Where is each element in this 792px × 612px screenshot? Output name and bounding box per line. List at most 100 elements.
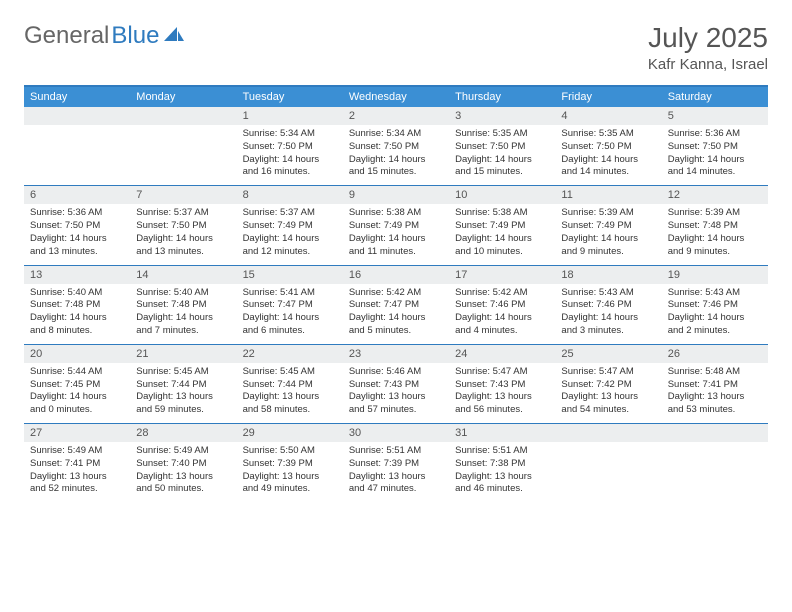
day-cell: 18Sunrise: 5:43 AMSunset: 7:46 PMDayligh… — [555, 266, 661, 344]
day-header: Sunday — [24, 87, 130, 107]
day-number: 29 — [237, 424, 343, 442]
day-content: Sunrise: 5:48 AMSunset: 7:41 PMDaylight:… — [662, 363, 768, 423]
day-content: Sunrise: 5:34 AMSunset: 7:50 PMDaylight:… — [237, 125, 343, 185]
day-cell: 6Sunrise: 5:36 AMSunset: 7:50 PMDaylight… — [24, 186, 130, 264]
day-content: Sunrise: 5:38 AMSunset: 7:49 PMDaylight:… — [343, 204, 449, 264]
day-number — [130, 107, 236, 125]
day-cell: 23Sunrise: 5:46 AMSunset: 7:43 PMDayligh… — [343, 345, 449, 423]
day-cell: 9Sunrise: 5:38 AMSunset: 7:49 PMDaylight… — [343, 186, 449, 264]
day-number: 19 — [662, 266, 768, 284]
day-content — [24, 125, 130, 183]
day-number: 11 — [555, 186, 661, 204]
day-content: Sunrise: 5:37 AMSunset: 7:50 PMDaylight:… — [130, 204, 236, 264]
day-cell: 20Sunrise: 5:44 AMSunset: 7:45 PMDayligh… — [24, 345, 130, 423]
day-content — [130, 125, 236, 183]
day-cell: 14Sunrise: 5:40 AMSunset: 7:48 PMDayligh… — [130, 266, 236, 344]
day-number: 21 — [130, 345, 236, 363]
week-row: 13Sunrise: 5:40 AMSunset: 7:48 PMDayligh… — [24, 265, 768, 344]
brand-logo: GeneralBlue — [24, 22, 185, 50]
day-cell — [555, 424, 661, 502]
day-content: Sunrise: 5:38 AMSunset: 7:49 PMDaylight:… — [449, 204, 555, 264]
day-cell: 21Sunrise: 5:45 AMSunset: 7:44 PMDayligh… — [130, 345, 236, 423]
brand-part2: Blue — [111, 22, 159, 50]
day-cell: 10Sunrise: 5:38 AMSunset: 7:49 PMDayligh… — [449, 186, 555, 264]
day-content: Sunrise: 5:42 AMSunset: 7:46 PMDaylight:… — [449, 284, 555, 344]
day-number: 22 — [237, 345, 343, 363]
day-number — [24, 107, 130, 125]
day-number — [555, 424, 661, 442]
day-header: Thursday — [449, 87, 555, 107]
day-cell — [130, 107, 236, 185]
week-row: 20Sunrise: 5:44 AMSunset: 7:45 PMDayligh… — [24, 344, 768, 423]
day-number: 16 — [343, 266, 449, 284]
day-header: Friday — [555, 87, 661, 107]
week-row: 6Sunrise: 5:36 AMSunset: 7:50 PMDaylight… — [24, 185, 768, 264]
day-cell: 26Sunrise: 5:48 AMSunset: 7:41 PMDayligh… — [662, 345, 768, 423]
day-content: Sunrise: 5:47 AMSunset: 7:42 PMDaylight:… — [555, 363, 661, 423]
page-title: July 2025 — [648, 22, 768, 54]
day-content: Sunrise: 5:40 AMSunset: 7:48 PMDaylight:… — [24, 284, 130, 344]
day-cell: 24Sunrise: 5:47 AMSunset: 7:43 PMDayligh… — [449, 345, 555, 423]
day-cell: 30Sunrise: 5:51 AMSunset: 7:39 PMDayligh… — [343, 424, 449, 502]
day-number: 10 — [449, 186, 555, 204]
day-cell: 2Sunrise: 5:34 AMSunset: 7:50 PMDaylight… — [343, 107, 449, 185]
day-cell: 3Sunrise: 5:35 AMSunset: 7:50 PMDaylight… — [449, 107, 555, 185]
header: GeneralBlue July 2025 Kafr Kanna, Israel — [24, 22, 768, 73]
day-content: Sunrise: 5:45 AMSunset: 7:44 PMDaylight:… — [237, 363, 343, 423]
day-number: 4 — [555, 107, 661, 125]
day-cell: 13Sunrise: 5:40 AMSunset: 7:48 PMDayligh… — [24, 266, 130, 344]
calendar: Sunday Monday Tuesday Wednesday Thursday… — [24, 85, 768, 502]
brand-sail-icon — [163, 22, 185, 50]
day-cell: 4Sunrise: 5:35 AMSunset: 7:50 PMDaylight… — [555, 107, 661, 185]
day-cell: 31Sunrise: 5:51 AMSunset: 7:38 PMDayligh… — [449, 424, 555, 502]
day-content: Sunrise: 5:36 AMSunset: 7:50 PMDaylight:… — [24, 204, 130, 264]
day-cell: 19Sunrise: 5:43 AMSunset: 7:46 PMDayligh… — [662, 266, 768, 344]
day-cell: 27Sunrise: 5:49 AMSunset: 7:41 PMDayligh… — [24, 424, 130, 502]
brand-part1: General — [24, 22, 109, 50]
day-number: 5 — [662, 107, 768, 125]
day-content: Sunrise: 5:43 AMSunset: 7:46 PMDaylight:… — [662, 284, 768, 344]
day-content: Sunrise: 5:43 AMSunset: 7:46 PMDaylight:… — [555, 284, 661, 344]
day-content: Sunrise: 5:46 AMSunset: 7:43 PMDaylight:… — [343, 363, 449, 423]
day-header-row: Sunday Monday Tuesday Wednesday Thursday… — [24, 87, 768, 107]
day-content: Sunrise: 5:49 AMSunset: 7:41 PMDaylight:… — [24, 442, 130, 502]
day-number: 27 — [24, 424, 130, 442]
day-content: Sunrise: 5:44 AMSunset: 7:45 PMDaylight:… — [24, 363, 130, 423]
day-number: 6 — [24, 186, 130, 204]
day-cell: 25Sunrise: 5:47 AMSunset: 7:42 PMDayligh… — [555, 345, 661, 423]
title-block: July 2025 Kafr Kanna, Israel — [648, 22, 768, 73]
day-cell: 17Sunrise: 5:42 AMSunset: 7:46 PMDayligh… — [449, 266, 555, 344]
day-content: Sunrise: 5:51 AMSunset: 7:39 PMDaylight:… — [343, 442, 449, 502]
day-content: Sunrise: 5:47 AMSunset: 7:43 PMDaylight:… — [449, 363, 555, 423]
day-number — [662, 424, 768, 442]
day-cell: 7Sunrise: 5:37 AMSunset: 7:50 PMDaylight… — [130, 186, 236, 264]
day-number: 1 — [237, 107, 343, 125]
day-number: 2 — [343, 107, 449, 125]
day-number: 23 — [343, 345, 449, 363]
location-label: Kafr Kanna, Israel — [648, 56, 768, 73]
day-content: Sunrise: 5:40 AMSunset: 7:48 PMDaylight:… — [130, 284, 236, 344]
day-number: 26 — [662, 345, 768, 363]
day-content: Sunrise: 5:36 AMSunset: 7:50 PMDaylight:… — [662, 125, 768, 185]
day-number: 31 — [449, 424, 555, 442]
day-number: 24 — [449, 345, 555, 363]
day-cell: 11Sunrise: 5:39 AMSunset: 7:49 PMDayligh… — [555, 186, 661, 264]
day-content: Sunrise: 5:34 AMSunset: 7:50 PMDaylight:… — [343, 125, 449, 185]
day-cell: 16Sunrise: 5:42 AMSunset: 7:47 PMDayligh… — [343, 266, 449, 344]
day-header: Tuesday — [237, 87, 343, 107]
day-content: Sunrise: 5:39 AMSunset: 7:49 PMDaylight:… — [555, 204, 661, 264]
day-cell: 1Sunrise: 5:34 AMSunset: 7:50 PMDaylight… — [237, 107, 343, 185]
day-content: Sunrise: 5:42 AMSunset: 7:47 PMDaylight:… — [343, 284, 449, 344]
day-cell — [24, 107, 130, 185]
day-cell: 8Sunrise: 5:37 AMSunset: 7:49 PMDaylight… — [237, 186, 343, 264]
day-header: Wednesday — [343, 87, 449, 107]
day-number: 9 — [343, 186, 449, 204]
day-content: Sunrise: 5:41 AMSunset: 7:47 PMDaylight:… — [237, 284, 343, 344]
day-cell: 5Sunrise: 5:36 AMSunset: 7:50 PMDaylight… — [662, 107, 768, 185]
day-number: 8 — [237, 186, 343, 204]
day-content: Sunrise: 5:49 AMSunset: 7:40 PMDaylight:… — [130, 442, 236, 502]
day-number: 7 — [130, 186, 236, 204]
day-number: 30 — [343, 424, 449, 442]
day-content: Sunrise: 5:45 AMSunset: 7:44 PMDaylight:… — [130, 363, 236, 423]
day-cell: 29Sunrise: 5:50 AMSunset: 7:39 PMDayligh… — [237, 424, 343, 502]
